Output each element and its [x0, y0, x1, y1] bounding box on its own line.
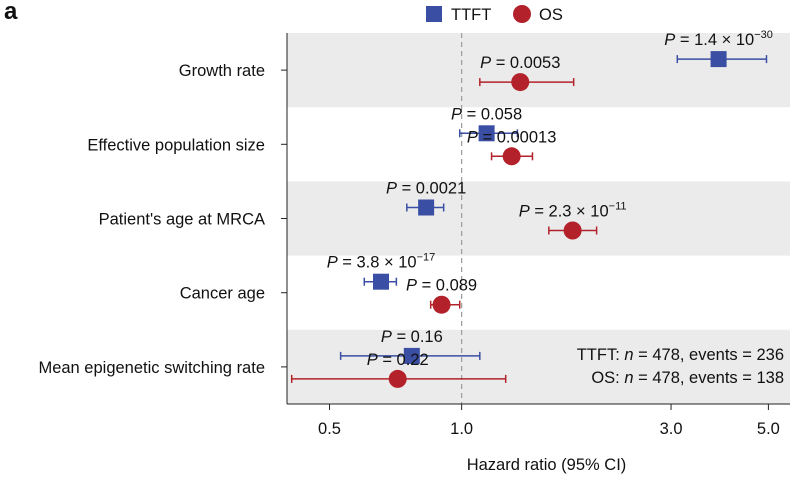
p-value-label: P = 0.16 — [381, 328, 443, 346]
legend-label-os: OS — [539, 6, 563, 24]
legend-marker-os — [513, 5, 531, 23]
point-ttft — [403, 347, 420, 364]
point-os — [502, 147, 521, 166]
category-label: Effective population size — [87, 136, 265, 154]
legend-marker-ttft — [426, 6, 442, 22]
point-os — [511, 73, 530, 92]
point-ttft — [478, 125, 495, 142]
p-value-label: P = 0.22 — [367, 351, 429, 369]
panel-label: a — [4, 0, 18, 25]
point-os — [388, 369, 407, 388]
point-ttft — [418, 199, 435, 216]
p-value-label: P = 0.089 — [406, 277, 477, 295]
x-axis-label: Hazard ratio (95% CI) — [467, 456, 627, 474]
legend-label-ttft: TTFT — [451, 6, 491, 24]
p-value-label: P = 3.8 × 10−17 — [327, 252, 436, 272]
category-label: Patient's age at MRCA — [99, 211, 265, 229]
x-tick-label: 0.5 — [318, 420, 341, 438]
sample-size-annotation: TTFT: n = 478, events = 236 — [577, 346, 784, 364]
p-value-label: P = 0.0021 — [386, 180, 466, 198]
category-label: Cancer age — [180, 285, 265, 303]
category-label: Mean epigenetic switching rate — [38, 359, 265, 377]
p-value-label: P = 0.0053 — [480, 54, 560, 72]
sample-size-annotation: OS: n = 478, events = 138 — [591, 369, 784, 387]
p-value-label: P = 0.00013 — [467, 128, 556, 146]
point-ttft — [372, 273, 389, 290]
point-ttft — [710, 51, 727, 68]
category-label: Growth rate — [179, 62, 265, 80]
x-tick-label: 3.0 — [660, 420, 683, 438]
x-tick-label: 5.0 — [757, 420, 780, 438]
point-os — [563, 221, 582, 240]
row-band — [287, 181, 790, 256]
x-tick-label: 1.0 — [450, 420, 473, 438]
row-band — [287, 33, 790, 108]
point-os — [432, 295, 451, 314]
p-value-label: P = 1.4 × 10−30 — [664, 29, 773, 49]
p-value-label: P = 0.058 — [451, 105, 522, 123]
p-value-label: P = 2.3 × 10−11 — [519, 201, 627, 221]
row-band — [287, 329, 790, 404]
